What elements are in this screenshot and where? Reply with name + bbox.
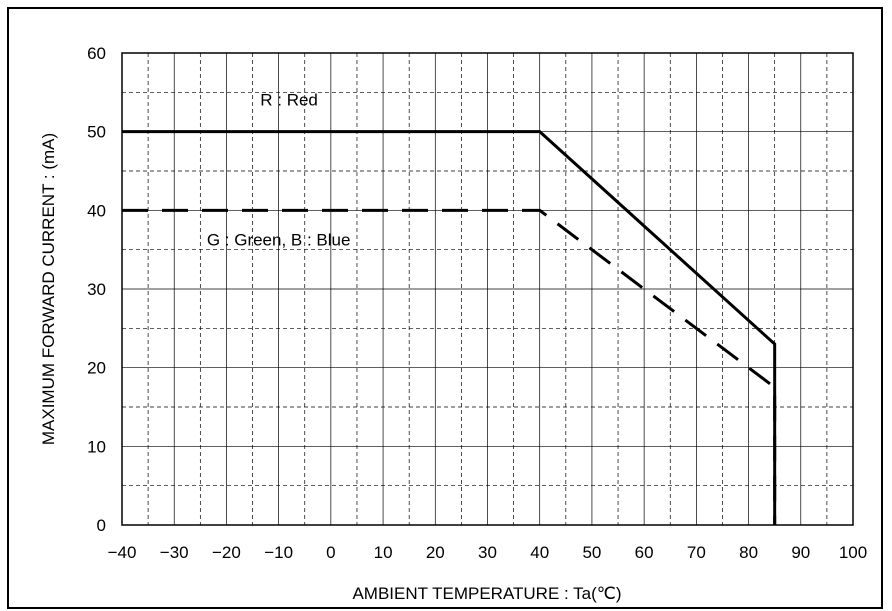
x-tick-label: 100 (839, 543, 867, 562)
x-tick-label: 50 (582, 543, 601, 562)
y-tick-label: 0 (97, 516, 106, 535)
chart-frame (7, 7, 883, 609)
y-axis-label: MAXIMUM FORWARD CURRENT : (mA) (39, 133, 58, 445)
x-tick-label: 40 (530, 543, 549, 562)
x-tick-label: 30 (478, 543, 497, 562)
y-tick-label: 50 (87, 123, 106, 142)
x-tick-label: −40 (108, 543, 137, 562)
x-tick-label: 90 (791, 543, 810, 562)
x-tick-label: 80 (739, 543, 758, 562)
x-tick-label: −20 (212, 543, 241, 562)
series-line-red (122, 130, 777, 525)
y-tick-label: 60 (87, 44, 106, 63)
x-tick-label: 60 (635, 543, 654, 562)
x-tick-label: 0 (326, 543, 335, 562)
x-tick-label: 10 (374, 543, 393, 562)
x-axis-label: AMBIENT TEMPERATURE : Ta(℃) (352, 584, 621, 603)
series-annotation: R : Red (260, 91, 318, 110)
plot-border (121, 52, 854, 526)
series-group (122, 130, 777, 525)
y-tick-label: 10 (87, 437, 106, 456)
x-tick-label: −30 (160, 543, 189, 562)
series-annotation: G : Green, B : Blue (207, 231, 351, 250)
y-tick-label: 20 (87, 359, 106, 378)
series-line-green-blue (122, 208, 777, 525)
x-tick-labels: −40 −30 −20 −10 0 10 20 30 40 50 60 70 80 90 100 (108, 543, 868, 562)
y-tick-label: 40 (87, 201, 106, 220)
x-tick-label: 20 (426, 543, 445, 562)
x-tick-label: −10 (264, 543, 293, 562)
x-tick-label: 70 (687, 543, 706, 562)
y-tick-labels: 0 10 20 30 40 50 60 (87, 44, 106, 535)
y-tick-label: 30 (87, 280, 106, 299)
annotations: R : Red G : Green, B : Blue (207, 91, 351, 250)
